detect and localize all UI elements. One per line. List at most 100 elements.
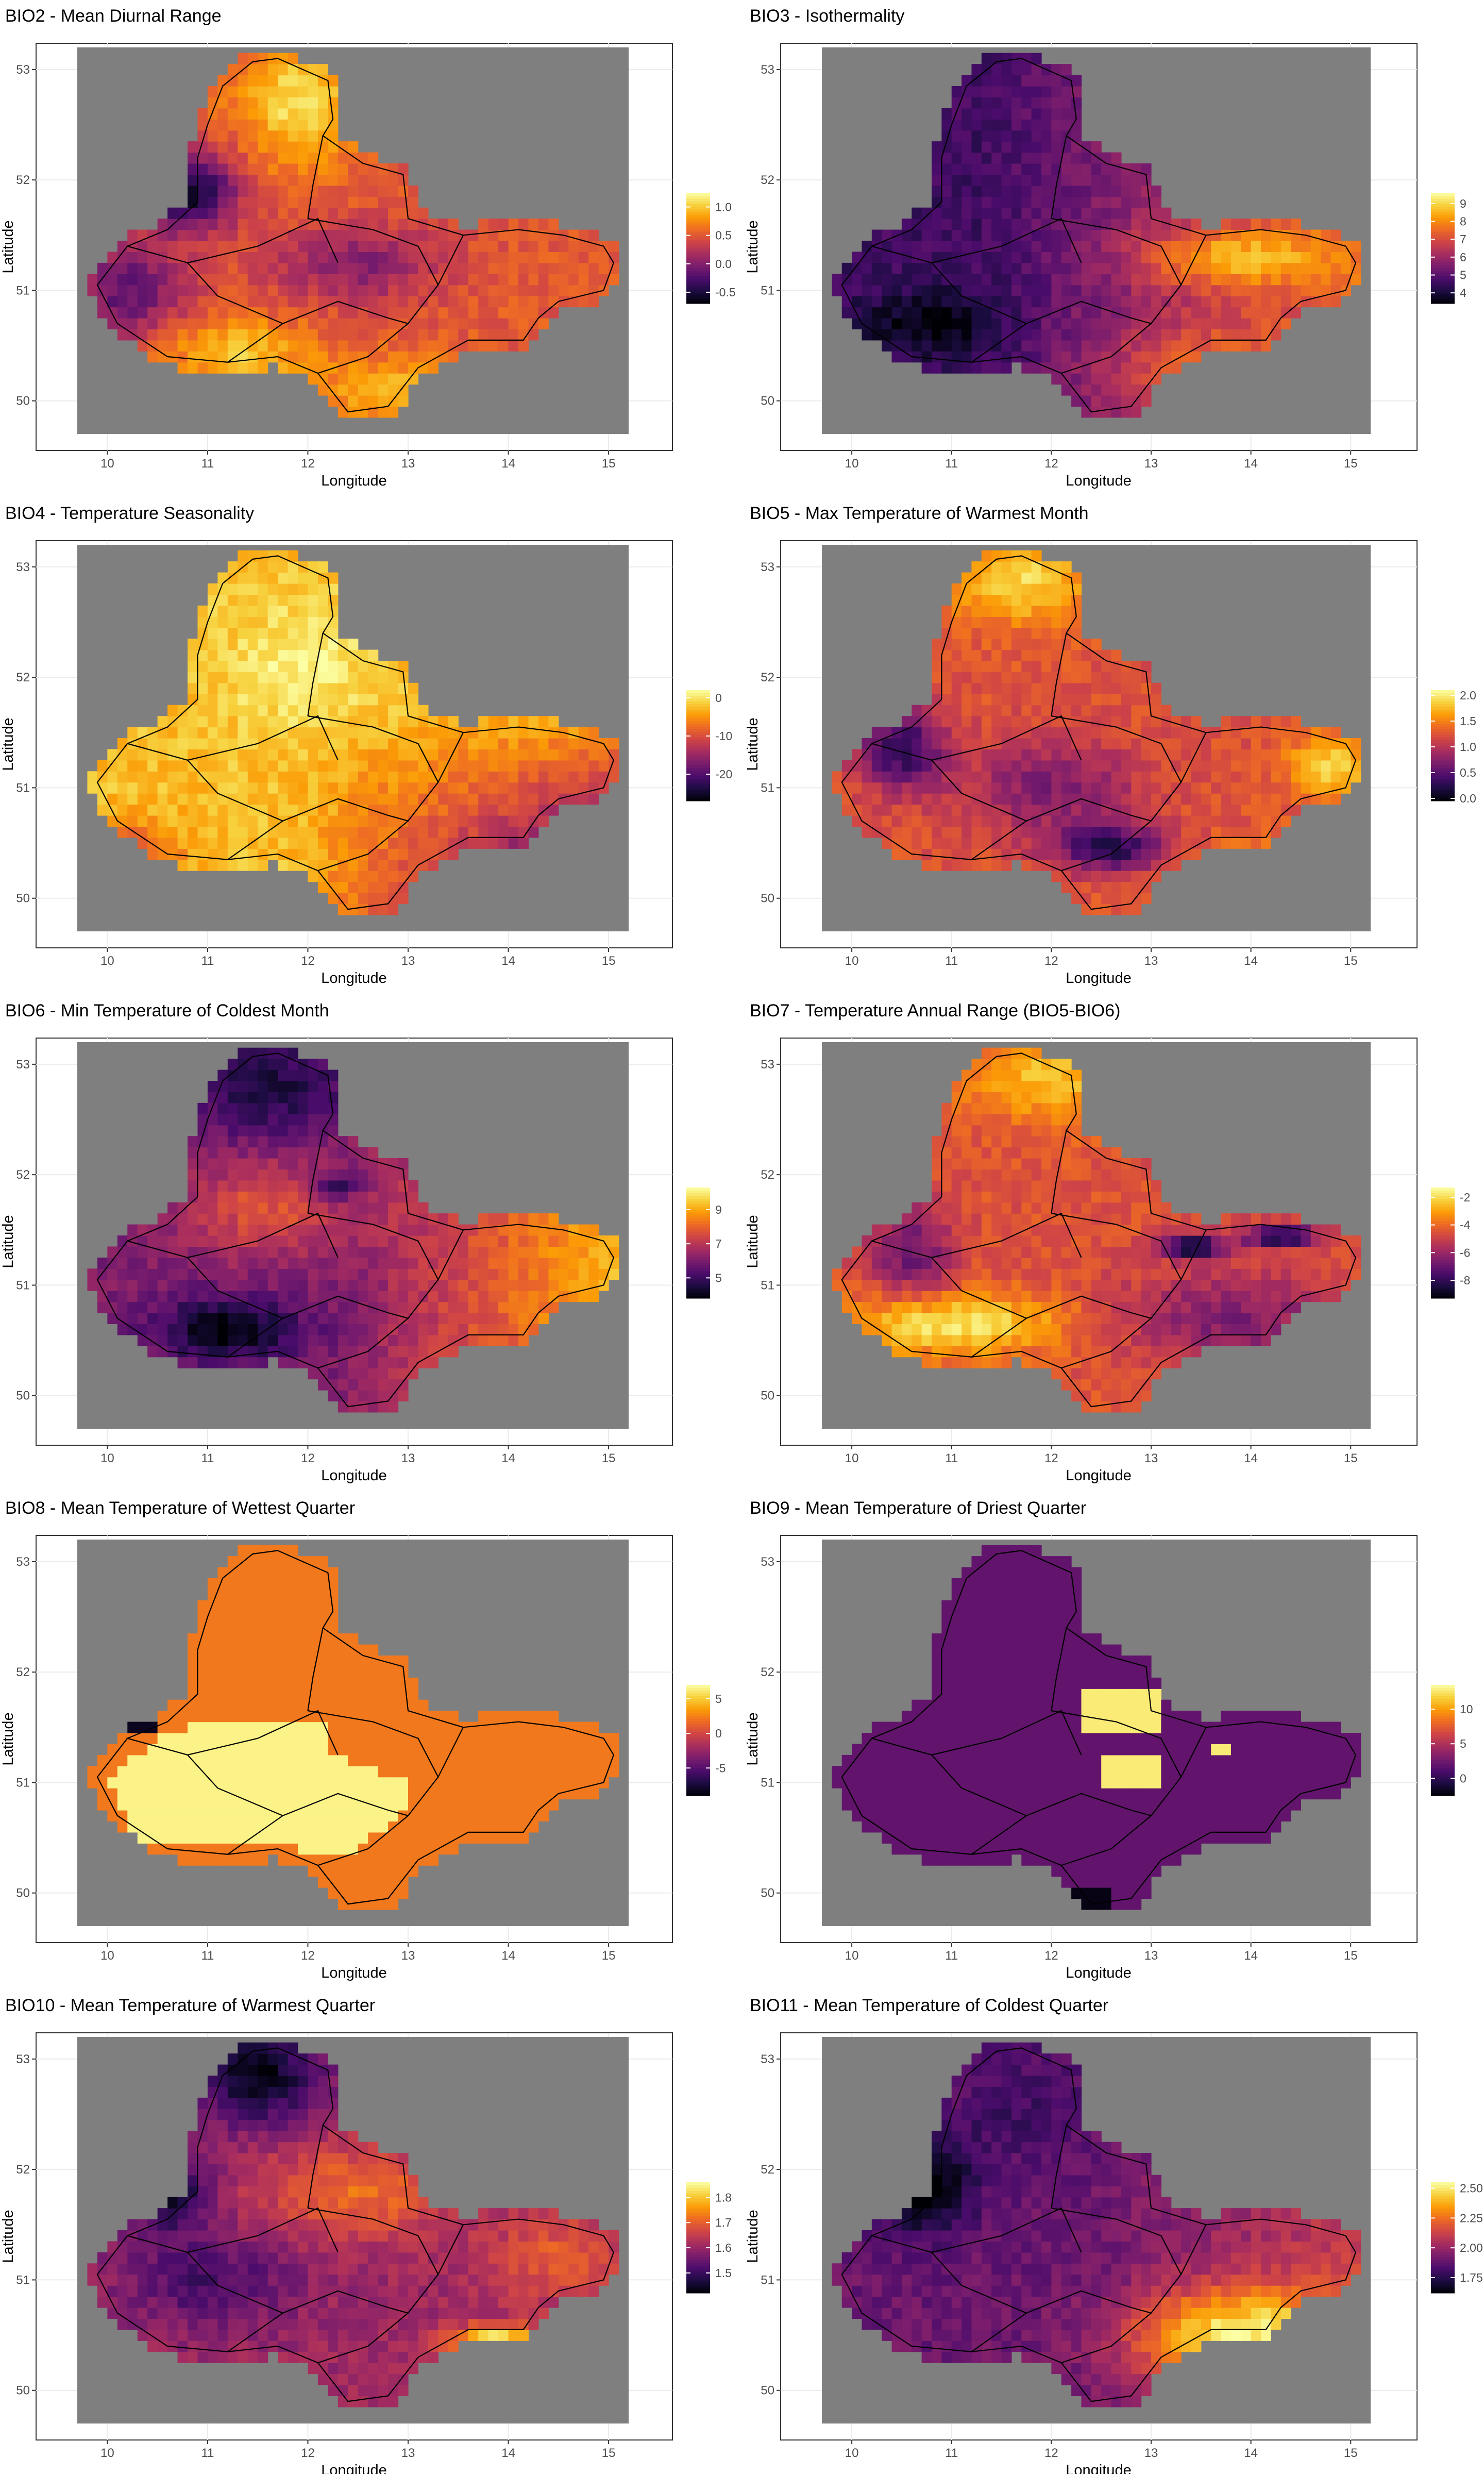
raster-cell: [328, 705, 339, 716]
raster-cell: [338, 1324, 348, 1335]
raster-cell: [217, 285, 228, 296]
raster-cell: [247, 174, 258, 186]
raster-cell: [338, 1401, 348, 1413]
raster-cell: [1061, 285, 1072, 296]
raster-cell: [238, 1313, 248, 1325]
raster-cell: [1131, 848, 1142, 860]
raster-cell: [428, 241, 439, 253]
raster-cell: [1161, 318, 1172, 330]
raster-cell: [1071, 351, 1082, 363]
raster-cell: [238, 1102, 248, 1114]
raster-cell: [428, 1224, 439, 1236]
panel-title: BIO2 - Mean Diurnal Range: [5, 6, 222, 26]
raster-cell: [1001, 682, 1012, 694]
raster-cell: [1041, 229, 1052, 241]
raster-cell: [1001, 672, 1012, 683]
legend-tick-label: 9: [715, 1203, 722, 1216]
raster-cell: [398, 859, 409, 871]
raster-cell: [498, 1334, 509, 1346]
raster-cell: [348, 1257, 359, 1269]
raster-cell: [438, 848, 449, 860]
raster-cell: [358, 804, 368, 816]
raster-cell: [368, 1324, 379, 1335]
raster-cell: [328, 1379, 339, 1391]
raster-cell: [418, 362, 429, 374]
raster-cell: [1121, 395, 1132, 407]
raster-cell: [438, 329, 449, 341]
raster-cell: [1330, 241, 1341, 253]
raster-cell: [317, 1059, 328, 1071]
raster-cell: [962, 241, 972, 253]
raster-cell: [288, 196, 298, 208]
raster-cell: [1121, 285, 1132, 296]
legend-swatch: [686, 781, 710, 785]
raster-cell: [298, 1102, 309, 1114]
raster-cell: [258, 1092, 268, 1104]
raster-cell: [1230, 219, 1241, 230]
raster-cell: [1021, 616, 1032, 628]
raster-cell: [378, 771, 389, 783]
raster-cell: [1091, 318, 1102, 330]
raster-cell: [247, 229, 258, 241]
raster-cell: [1191, 848, 1202, 860]
raster-cell: [408, 362, 419, 374]
raster-cell: [951, 207, 962, 219]
raster-cell: [1141, 727, 1152, 739]
raster-cell: [338, 207, 348, 219]
raster-cell: [317, 1081, 328, 1093]
raster-cell: [1171, 340, 1182, 352]
raster-cell: [1271, 760, 1281, 772]
raster-cell: [1041, 274, 1052, 286]
raster-cell: [468, 826, 479, 838]
raster-cell: [288, 1102, 298, 1114]
raster-cell: [258, 1334, 268, 1346]
raster-cell: [1191, 340, 1202, 352]
raster-cell: [238, 837, 248, 849]
raster-cell: [288, 1180, 298, 1192]
raster-cell: [107, 749, 118, 761]
raster-cell: [1091, 174, 1102, 186]
raster-cell: [498, 1213, 509, 1225]
raster-cell: [227, 130, 238, 142]
raster-cell: [1271, 296, 1281, 308]
raster-cell: [408, 760, 419, 772]
raster-cell: [1021, 826, 1032, 838]
raster-cell: [912, 229, 922, 241]
raster-cell: [238, 1147, 248, 1159]
raster-cell: [398, 274, 409, 286]
raster-cell: [278, 804, 289, 816]
raster-cell: [901, 219, 912, 230]
raster-cell: [278, 97, 289, 109]
raster-cell: [338, 163, 348, 175]
raster-cell: [468, 1257, 479, 1269]
raster-cell: [1051, 174, 1062, 186]
raster-cell: [1181, 252, 1192, 263]
raster-cell: [298, 318, 309, 330]
raster-cell: [238, 285, 248, 296]
raster-cell: [951, 130, 962, 142]
raster-cell: [1241, 837, 1252, 849]
raster-cell: [258, 572, 268, 584]
raster-cell: [348, 262, 359, 274]
raster-cell: [1101, 406, 1112, 418]
raster-cell: [1181, 241, 1192, 253]
legend-swatch: [686, 287, 710, 290]
raster-cell: [1151, 318, 1161, 330]
raster-cell: [368, 871, 379, 882]
raster-cell: [1031, 694, 1042, 706]
raster-cell: [328, 97, 339, 109]
raster-cell: [1081, 804, 1092, 816]
raster-cell: [247, 682, 258, 694]
raster-cell: [1141, 373, 1152, 385]
raster-cell: [951, 682, 962, 694]
raster-cell: [1071, 583, 1082, 595]
legend-swatch: [686, 237, 710, 240]
raster-cell: [348, 219, 359, 230]
raster-cell: [832, 285, 842, 296]
raster-cell: [288, 1136, 298, 1148]
raster-cell: [932, 694, 942, 706]
raster-cell: [267, 1169, 278, 1181]
raster-cell: [598, 760, 609, 772]
raster-cell: [951, 351, 962, 363]
raster-cell: [1291, 760, 1302, 772]
